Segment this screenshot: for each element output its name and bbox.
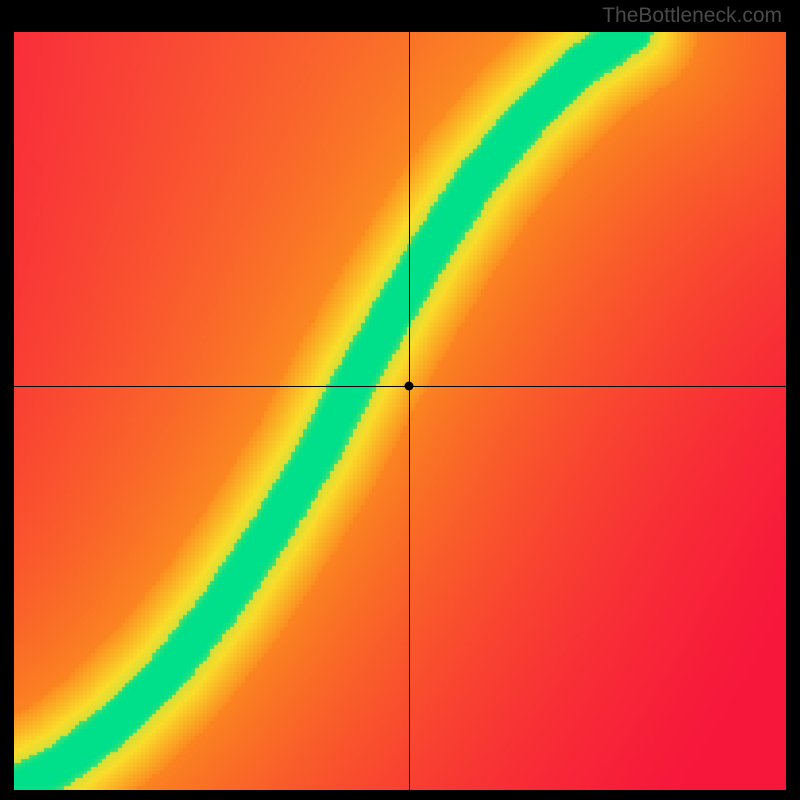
crosshair-vertical [409,32,410,790]
chart-container: TheBottleneck.com [0,0,800,800]
heatmap-canvas [14,32,786,790]
crosshair-horizontal [14,386,786,387]
crosshair-marker [405,381,414,390]
plot-area [14,32,786,790]
watermark-text: TheBottleneck.com [602,4,782,28]
